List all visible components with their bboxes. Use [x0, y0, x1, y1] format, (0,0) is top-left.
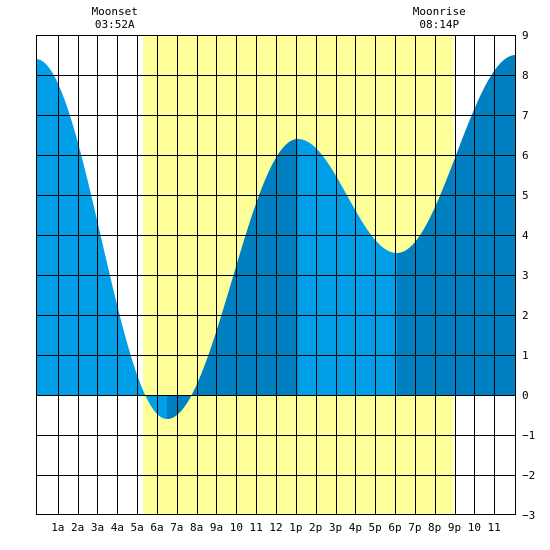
moonrise-label: Moonrise — [413, 5, 466, 18]
y-tick-label: 8 — [522, 69, 529, 82]
x-tick-label: 7a — [170, 521, 183, 534]
y-tick-label: 6 — [522, 149, 529, 162]
y-tick-label: −2 — [522, 469, 535, 482]
x-tick-label: 8p — [428, 521, 441, 534]
x-tick-label: 3a — [91, 521, 104, 534]
y-tick-label: 9 — [522, 29, 529, 42]
grid-layer — [36, 35, 516, 515]
y-tick-label: 0 — [522, 389, 529, 402]
x-tick-label: 5a — [131, 521, 144, 534]
x-tick-label: 11 — [250, 521, 263, 534]
y-tick-label: 1 — [522, 349, 529, 362]
y-tick-label: 3 — [522, 269, 529, 282]
y-tick-label: −1 — [522, 429, 535, 442]
x-tick-label: 4p — [349, 521, 362, 534]
x-tick-label: 5p — [369, 521, 382, 534]
plot-frame — [36, 35, 516, 515]
x-tick-label: 9p — [448, 521, 461, 534]
x-tick-label: 6a — [150, 521, 163, 534]
moonset-label: Moonset — [92, 5, 138, 18]
x-tick-label: 7p — [408, 521, 421, 534]
tide-area-band-1 — [166, 139, 298, 419]
y-tick-labels: −3 −2 −1 0 1 2 3 4 5 6 7 8 9 — [522, 29, 535, 522]
x-tick-label: 1a — [51, 521, 64, 534]
x-tick-label: 10 — [468, 521, 481, 534]
y-tick-label: 7 — [522, 109, 529, 122]
y-tick-label: 2 — [522, 309, 529, 322]
y-tick-label: −3 — [522, 509, 535, 522]
x-tick-label: 2a — [71, 521, 84, 534]
x-tick-labels: 1a 2a 3a 4a 5a 6a 7a 8a 9a 10 11 12 1p 2p 3p 4p 5p 6p 7p 8p… — [51, 521, 501, 534]
x-tick-label: 12 — [269, 521, 282, 534]
x-tick-label: 3p — [329, 521, 342, 534]
x-tick-label: 2p — [309, 521, 322, 534]
x-tick-label: 1p — [289, 521, 302, 534]
x-tick-label: 4a — [111, 521, 124, 534]
y-tick-label: 5 — [522, 189, 529, 202]
x-tick-label: 9a — [210, 521, 223, 534]
tide-area-band-2 — [396, 55, 516, 395]
moonrise-time: 08:14P — [419, 18, 459, 31]
x-tick-label: 6p — [388, 521, 401, 534]
x-tick-label: 10 — [230, 521, 243, 534]
moonset-time: 03:52A — [95, 18, 135, 31]
x-tick-label: 8a — [190, 521, 203, 534]
y-tick-label: 4 — [522, 229, 529, 242]
x-tick-label: 11 — [488, 521, 501, 534]
